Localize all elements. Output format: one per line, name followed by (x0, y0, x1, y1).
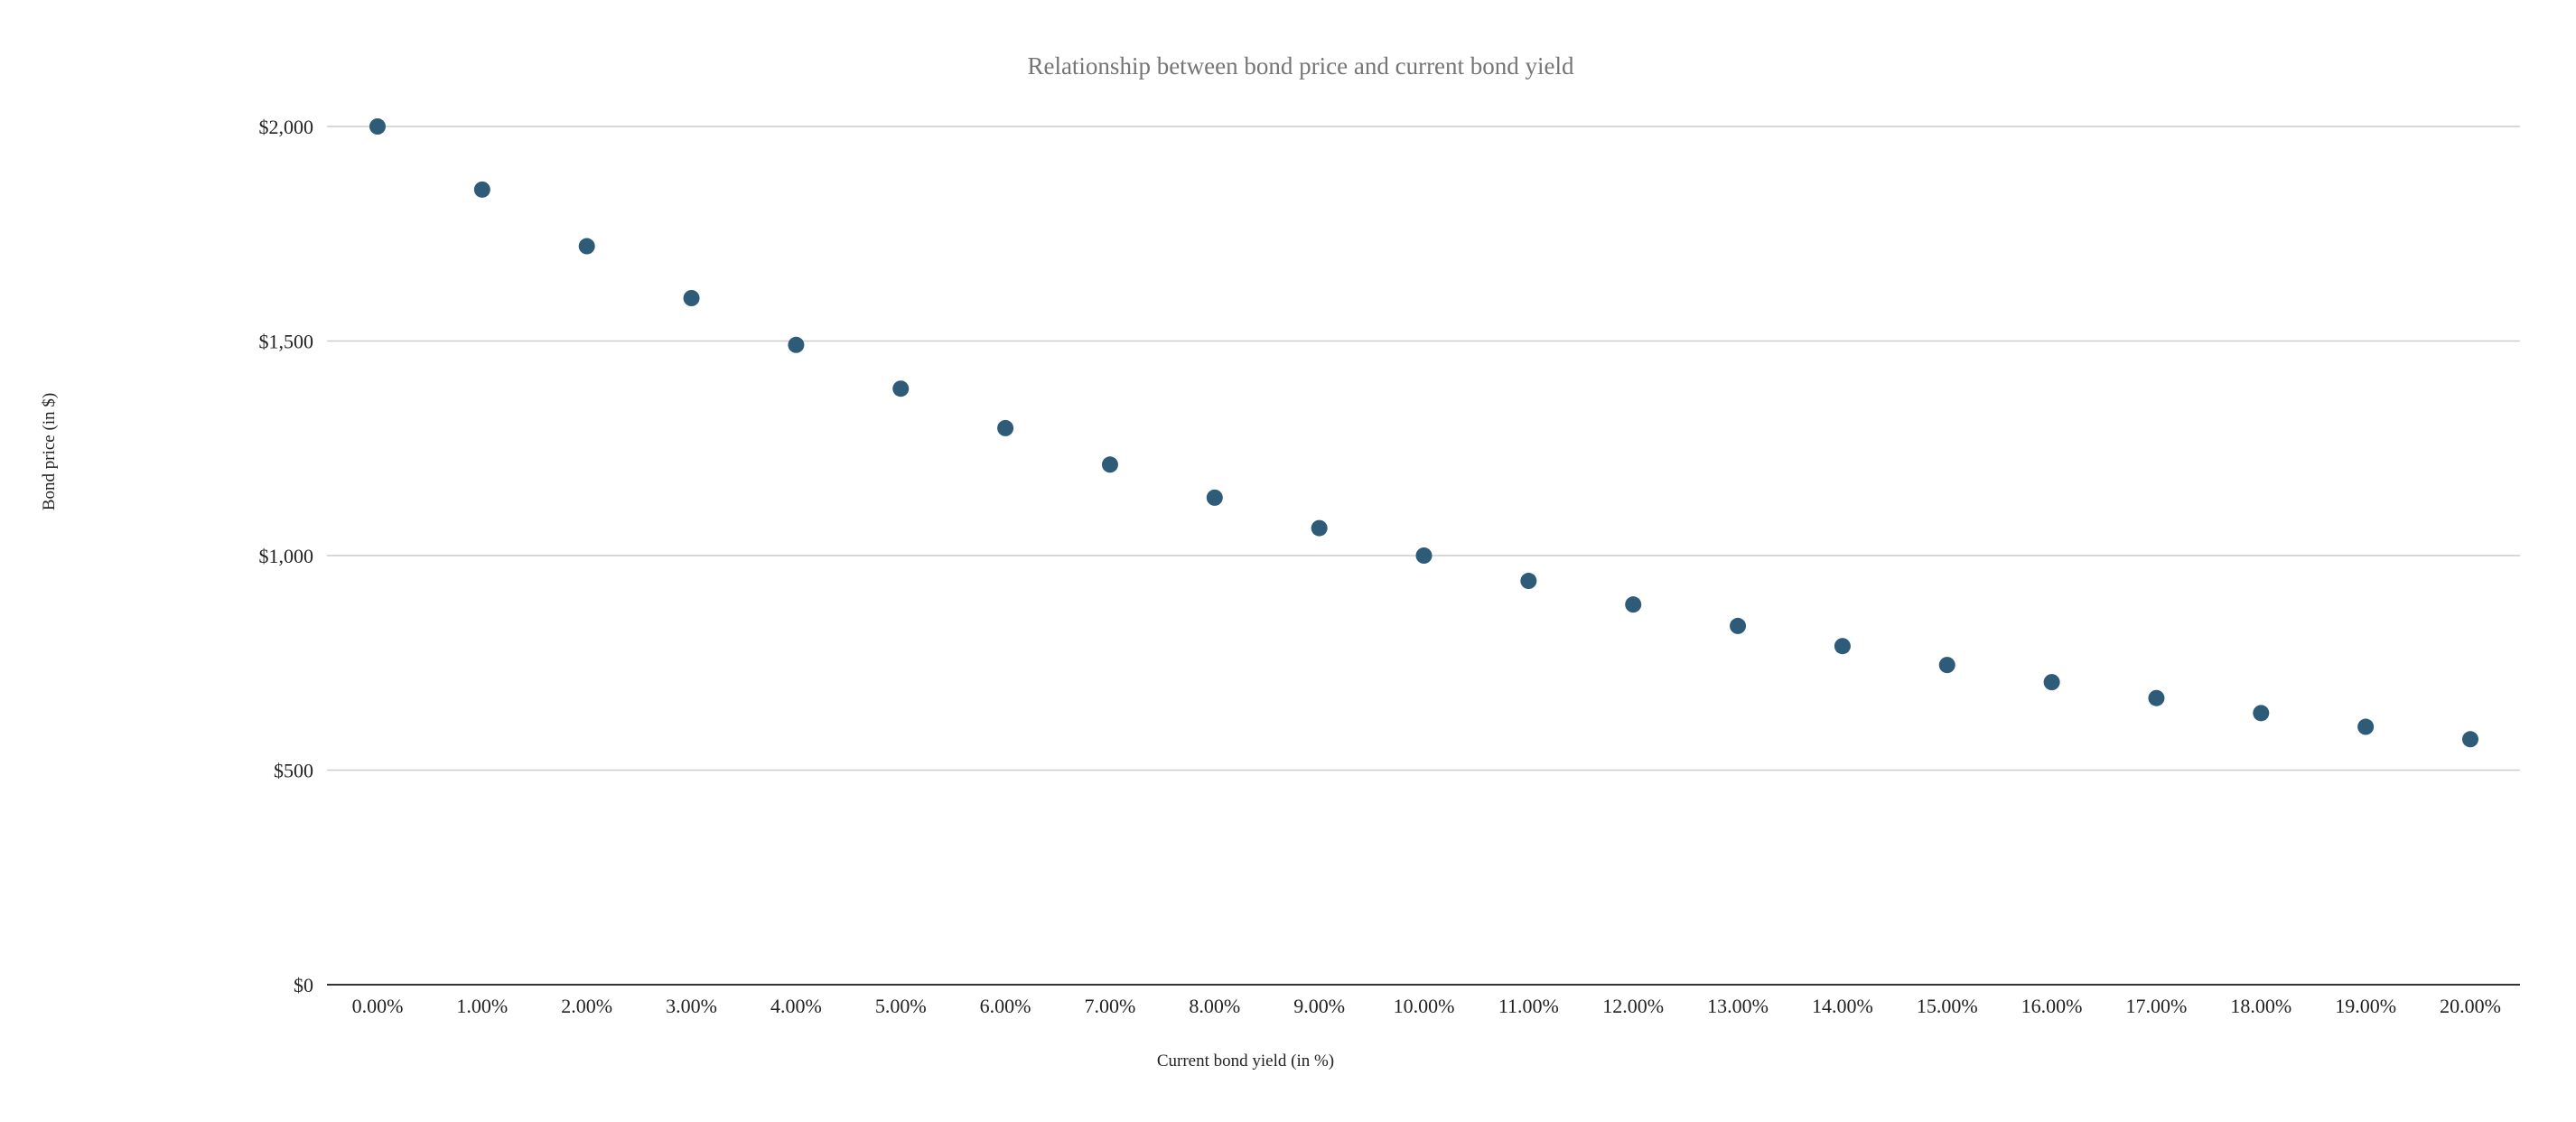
data-point (473, 181, 490, 198)
x-tick-label: 12.00% (1602, 995, 1664, 1017)
x-tick-label: 7.00% (1085, 995, 1136, 1017)
x-axis-title: Current bond yield (in %) (1157, 1052, 1334, 1071)
x-tick-label: 8.00% (1189, 995, 1240, 1017)
data-point (1101, 456, 1118, 473)
y-tick-label: $0 (294, 974, 313, 996)
x-tick-label: 6.00% (980, 995, 1031, 1017)
data-point (1938, 657, 1955, 674)
data-point (2253, 705, 2270, 722)
y-axis-ticks: $0 $500 $1,000 $1,500 $2,000 (259, 116, 314, 996)
data-point (1415, 547, 1433, 564)
data-point (1206, 489, 1223, 506)
x-tick-label: 5.00% (875, 995, 927, 1017)
data-point (1730, 617, 1747, 634)
x-tick-label: 3.00% (666, 995, 717, 1017)
data-point (788, 336, 805, 353)
x-tick-label: 0.00% (352, 995, 404, 1017)
x-tick-label: 4.00% (770, 995, 822, 1017)
data-point (369, 118, 386, 135)
data-points (369, 118, 2478, 748)
data-point (683, 290, 700, 306)
data-point (2043, 674, 2060, 691)
x-tick-label: 9.00% (1293, 995, 1345, 1017)
data-point (2148, 689, 2165, 706)
data-point (2462, 731, 2478, 748)
data-point (1311, 519, 1328, 537)
x-tick-label: 14.00% (1812, 995, 1873, 1017)
data-point (1834, 638, 1851, 655)
x-axis-ticks: 0.00% 1.00% 2.00% 3.00% 4.00% 5.00% 6.00% 7.00%… (352, 995, 2501, 1017)
x-tick-label: 11.00% (1498, 995, 1559, 1017)
x-tick-label: 13.00% (1707, 995, 1769, 1017)
data-point (1625, 596, 1642, 613)
data-point (892, 380, 910, 397)
chart-title: Relationship between bond price and curr… (1027, 52, 1574, 79)
x-tick-label: 1.00% (456, 995, 508, 1017)
y-tick-label: $1,500 (259, 331, 314, 353)
x-tick-label: 18.00% (2230, 995, 2291, 1017)
y-tick-label: $2,000 (259, 116, 314, 138)
x-tick-label: 20.00% (2440, 995, 2501, 1017)
x-tick-label: 19.00% (2335, 995, 2396, 1017)
x-tick-label: 2.00% (561, 995, 612, 1017)
x-tick-label: 17.00% (2126, 995, 2188, 1017)
data-point (1520, 573, 1537, 590)
x-tick-label: 15.00% (1917, 995, 1978, 1017)
y-axis-title: Bond price (in $) (40, 393, 59, 510)
x-tick-label: 10.00% (1394, 995, 1455, 1017)
data-point (2357, 718, 2375, 735)
data-point (578, 238, 595, 255)
x-tick-label: 16.00% (2021, 995, 2083, 1017)
y-tick-label: $500 (274, 760, 313, 782)
data-point (997, 419, 1014, 436)
y-tick-label: $1,000 (259, 545, 314, 567)
